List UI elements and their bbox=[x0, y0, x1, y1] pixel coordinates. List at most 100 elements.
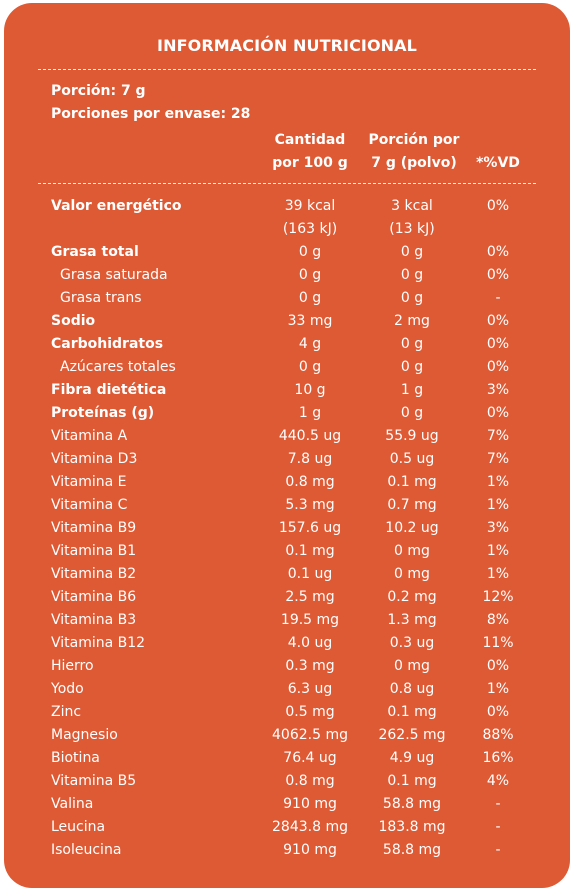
amount-per-serving: 10.2 ug bbox=[385, 520, 439, 536]
daily-value-percent: 1% bbox=[486, 566, 510, 582]
daily-value-percent: 7% bbox=[486, 428, 510, 444]
daily-value-percent: 88% bbox=[482, 727, 514, 743]
amount-per-100g: 440.5 ug bbox=[278, 428, 342, 444]
daily-value-percent: 1% bbox=[486, 474, 510, 490]
table-row: Vitamina B3 19.5 mg 1.3 mg 8% bbox=[4, 609, 570, 632]
table-row: Grasa saturada 0 g 0 g 0% bbox=[4, 264, 570, 287]
daily-value-percent: 11% bbox=[482, 635, 514, 651]
daily-value-percent: 12% bbox=[482, 589, 514, 605]
nutrient-name: Biotina bbox=[51, 750, 100, 766]
table-row: Vitamina C 5.3 mg 0.7 mg 1% bbox=[4, 494, 570, 517]
top-divider bbox=[38, 69, 536, 70]
table-row: Carbohidratos 4 g 0 g 0% bbox=[4, 333, 570, 356]
amount-per-100g: 19.5 mg bbox=[280, 612, 340, 628]
amount-per-serving: 0.7 mg bbox=[387, 497, 437, 513]
nutrient-name: Sodio bbox=[51, 313, 96, 329]
amount-per-serving: 0 g bbox=[400, 244, 424, 260]
amount-per-serving: 0.1 mg bbox=[387, 773, 437, 789]
daily-value-percent: 7% bbox=[486, 451, 510, 467]
column-header-daily-value: *%VD bbox=[476, 155, 520, 171]
amount-per-100g: 0.5 mg bbox=[285, 704, 335, 720]
amount-per-serving: 2 mg bbox=[394, 313, 430, 329]
daily-value-percent: 0% bbox=[486, 658, 510, 674]
header-divider bbox=[38, 183, 536, 184]
daily-value-percent: 0% bbox=[486, 267, 510, 283]
amount-per-100g: 0.8 mg bbox=[285, 773, 335, 789]
amount-per-100g: 76.4 ug bbox=[283, 750, 337, 766]
nutrient-name: Carbohidratos bbox=[51, 336, 164, 352]
amount-per-100g: 1 g bbox=[298, 405, 322, 421]
amount-per-100g: 0 g bbox=[298, 359, 322, 375]
amount-per-100g: 0 g bbox=[298, 244, 322, 260]
nutrition-facts-panel: INFORMACIÓN NUTRICIONAL Porción: 7 g Por… bbox=[4, 3, 570, 888]
table-row: Sodio 33 mg 2 mg 0% bbox=[4, 310, 570, 333]
nutrient-name: Magnesio bbox=[51, 727, 118, 743]
nutrient-name: Grasa total bbox=[51, 244, 139, 260]
daily-value-percent: 1% bbox=[486, 681, 510, 697]
amount-per-serving: 0 mg bbox=[394, 543, 430, 559]
daily-value-percent: 0% bbox=[486, 704, 510, 720]
amount-per-100g: 0.1 ug bbox=[287, 566, 333, 582]
amount-per-serving: 262.5 mg bbox=[378, 727, 446, 743]
amount-per-serving: 0.5 ug bbox=[389, 451, 435, 467]
amount-per-100g-kj: (163 kJ) bbox=[282, 221, 338, 237]
table-title: INFORMACIÓN NUTRICIONAL bbox=[157, 36, 417, 55]
column-header-per-100g-line2: por 100 g bbox=[272, 155, 348, 171]
daily-value-percent: - bbox=[495, 842, 501, 858]
daily-value-percent: 3% bbox=[486, 520, 510, 536]
nutrient-name: Vitamina D3 bbox=[51, 451, 138, 467]
amount-per-serving: 0.1 mg bbox=[387, 704, 437, 720]
amount-per-serving: 0.2 mg bbox=[387, 589, 437, 605]
amount-per-serving: 1 g bbox=[400, 382, 424, 398]
nutrient-name: Vitamina B12 bbox=[51, 635, 146, 651]
nutrient-name: Leucina bbox=[51, 819, 106, 835]
daily-value-percent: 1% bbox=[486, 497, 510, 513]
amount-per-serving: 4.9 ug bbox=[389, 750, 435, 766]
table-row: Hierro 0.3 mg 0 mg 0% bbox=[4, 655, 570, 678]
nutrient-name: Grasa trans bbox=[60, 290, 142, 306]
table-row: Valor energético 39 kcal (163 kJ) 3 kcal (13… bbox=[4, 195, 570, 241]
daily-value-percent: 0% bbox=[486, 359, 510, 375]
amount-per-100g: 6.3 ug bbox=[287, 681, 333, 697]
amount-per-serving: 55.9 ug bbox=[385, 428, 439, 444]
amount-per-100g: 0 g bbox=[298, 267, 322, 283]
amount-per-serving: 0 g bbox=[400, 267, 424, 283]
table-row: Magnesio 4062.5 mg 262.5 mg 88% bbox=[4, 724, 570, 747]
amount-per-serving: 0 mg bbox=[394, 566, 430, 582]
table-row: Vitamina A 440.5 ug 55.9 ug 7% bbox=[4, 425, 570, 448]
daily-value-percent: 0% bbox=[486, 405, 510, 421]
table-row: Isoleucina 910 mg 58.8 mg - bbox=[4, 839, 570, 862]
table-row: Grasa total 0 g 0 g 0% bbox=[4, 241, 570, 264]
table-row: Valina 910 mg 58.8 mg - bbox=[4, 793, 570, 816]
nutrient-name: Vitamina B5 bbox=[51, 773, 137, 789]
table-row: Vitamina B6 2.5 mg 0.2 mg 12% bbox=[4, 586, 570, 609]
column-header-per-serving-line2: 7 g (polvo) bbox=[371, 155, 457, 171]
nutrient-name: Isoleucina bbox=[51, 842, 122, 858]
table-row: Azúcares totales 0 g 0 g 0% bbox=[4, 356, 570, 379]
amount-per-serving: 58.8 mg bbox=[382, 796, 442, 812]
daily-value-percent: 3% bbox=[486, 382, 510, 398]
amount-per-serving: 0.1 mg bbox=[387, 474, 437, 490]
amount-per-100g: 4 g bbox=[298, 336, 322, 352]
daily-value-percent: 4% bbox=[486, 773, 510, 789]
amount-per-100g: 157.6 ug bbox=[278, 520, 342, 536]
nutrient-name: Grasa saturada bbox=[60, 267, 168, 283]
column-header-per-serving-line1: Porción por bbox=[368, 132, 460, 148]
amount-per-100g: 4062.5 mg bbox=[272, 727, 348, 743]
table-row: Zinc 0.5 mg 0.1 mg 0% bbox=[4, 701, 570, 724]
daily-value-percent: - bbox=[495, 290, 501, 306]
amount-per-100g: 0.3 mg bbox=[285, 658, 335, 674]
table-row: Vitamina B2 0.1 ug 0 mg 1% bbox=[4, 563, 570, 586]
daily-value-percent: 16% bbox=[482, 750, 514, 766]
nutrient-name: Valor energético bbox=[51, 198, 182, 214]
amount-per-100g: 4.0 ug bbox=[287, 635, 333, 651]
amount-per-100g: 33 mg bbox=[287, 313, 333, 329]
table-row: Grasa trans 0 g 0 g - bbox=[4, 287, 570, 310]
nutrient-name: Valina bbox=[51, 796, 94, 812]
amount-per-100g: 910 mg bbox=[283, 842, 337, 858]
amount-per-serving: 1.3 mg bbox=[387, 612, 437, 628]
nutrient-name: Vitamina B9 bbox=[51, 520, 137, 536]
amount-per-serving-kj: (13 kJ) bbox=[389, 221, 435, 237]
serving-size: Porción: 7 g bbox=[51, 83, 146, 99]
amount-per-100g: 0 g bbox=[298, 290, 322, 306]
